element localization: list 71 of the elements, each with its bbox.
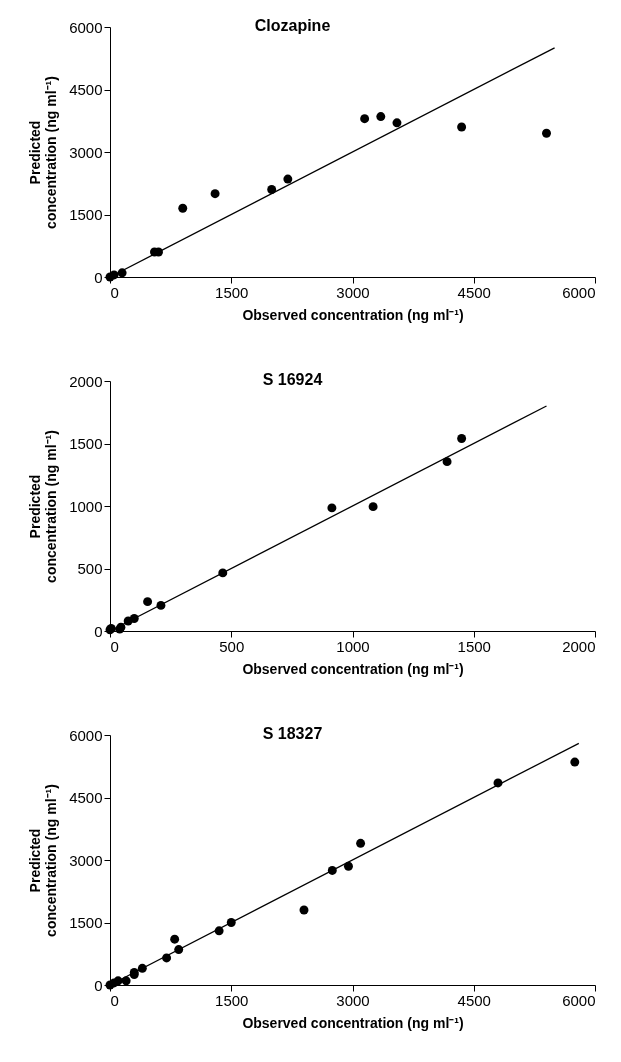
x-tick-label: 4500 (457, 991, 491, 1009)
point (356, 838, 366, 848)
point (162, 953, 172, 963)
point (368, 502, 378, 512)
point (267, 185, 277, 194)
point (343, 861, 353, 871)
x-axis-title: Observed concentration (ng ml⁻¹) (242, 660, 464, 677)
point (542, 128, 551, 138)
point (493, 778, 503, 788)
point (129, 614, 139, 623)
point (360, 114, 370, 124)
chart-title: S 16924 (262, 371, 323, 388)
y-tick-label: 0 (94, 268, 103, 286)
point (156, 600, 166, 610)
point (376, 112, 386, 122)
x-tick-label: 0 (110, 283, 119, 301)
point (327, 865, 337, 875)
x-tick-label: 0 (110, 637, 119, 655)
point (570, 757, 580, 767)
x-tick-label: 500 (219, 637, 245, 655)
x-axis-title: Observed concentration (ng ml⁻¹) (242, 1014, 464, 1031)
point (210, 189, 220, 199)
y-tick-label: 1000 (69, 497, 103, 515)
point (214, 926, 224, 936)
y-tick-label: 0 (94, 976, 103, 994)
y-tick-label: 3000 (69, 143, 103, 161)
point (170, 934, 180, 944)
x-tick-label: 1500 (457, 637, 491, 655)
y-tick-label: 4500 (69, 789, 103, 806)
x-tick-label: 3000 (336, 991, 370, 1009)
y-tick-label: 1500 (69, 435, 103, 452)
point (143, 597, 153, 607)
point (457, 434, 467, 443)
point (137, 963, 147, 973)
point (327, 503, 337, 513)
point (392, 118, 402, 128)
y-tick-label: 3000 (69, 851, 103, 869)
point (283, 174, 293, 184)
y-tick-label: 2000 (69, 372, 103, 390)
x-tick-label: 1500 (215, 991, 249, 1009)
y-tick-label: 4500 (69, 81, 103, 98)
x-tick-label: 1000 (336, 637, 370, 655)
point (457, 122, 467, 132)
x-tick-label: 6000 (562, 283, 596, 301)
point (299, 905, 309, 915)
chart-title: S 18327 (262, 725, 323, 742)
x-tick-label: 1500 (215, 283, 249, 301)
point (174, 945, 184, 955)
x-tick-label: 4500 (457, 283, 491, 301)
point (226, 918, 236, 927)
chart-title: Clozapine (254, 17, 331, 34)
x-tick-label: 2000 (562, 637, 596, 655)
x-tick-label: 6000 (562, 991, 596, 1009)
point (121, 976, 131, 986)
y-tick-label: 6000 (69, 726, 103, 744)
y-tick-label: 500 (77, 560, 103, 577)
point (113, 976, 123, 986)
x-tick-label: 3000 (336, 283, 370, 301)
point (178, 203, 188, 213)
point (442, 457, 452, 467)
x-axis-title: Observed concentration (ng ml⁻¹) (242, 306, 464, 323)
y-axis-title: Predicted concentration (ng ml⁻¹) (27, 430, 60, 583)
point (117, 268, 127, 278)
y-tick-label: 6000 (69, 18, 103, 36)
y-axis-title: Predicted concentration (ng ml⁻¹) (27, 76, 60, 229)
x-tick-label: 0 (110, 991, 119, 1009)
y-axis-title: Predicted concentration (ng ml⁻¹) (27, 784, 60, 937)
point (218, 568, 228, 578)
y-tick-label: 0 (94, 622, 103, 640)
y-tick-label: 1500 (69, 914, 103, 931)
y-tick-label: 1500 (69, 206, 103, 223)
